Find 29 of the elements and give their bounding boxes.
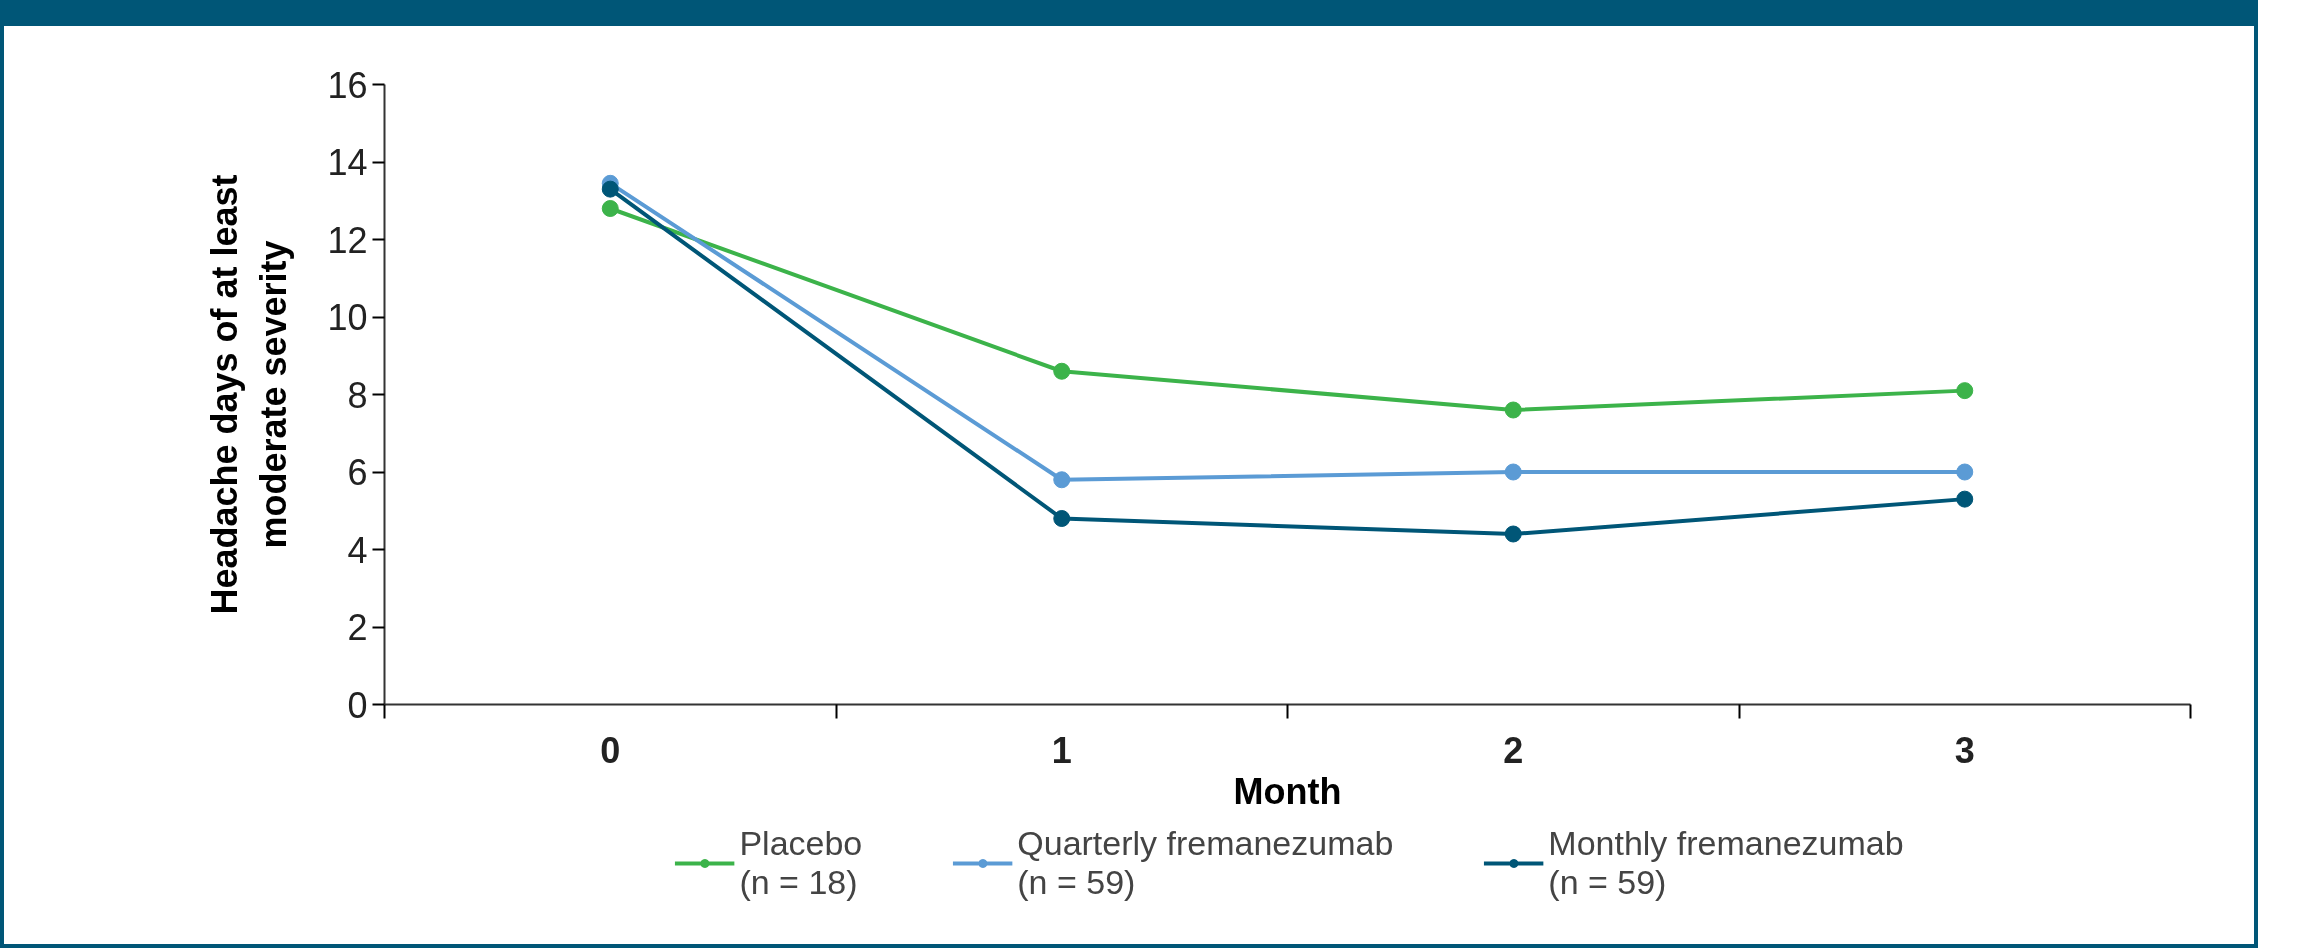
y-tick-label: 10 (327, 297, 368, 338)
x-tick-label: 0 (600, 729, 621, 771)
legend-label: Placebo (n = 18) (739, 824, 863, 902)
legend-label: Monthly fremanezumab (n = 59) (1548, 824, 1904, 902)
y-tick-label: 0 (347, 684, 368, 726)
point (1956, 463, 1974, 481)
point (601, 200, 619, 217)
point (1956, 382, 1974, 400)
y-tick-label: 4 (347, 529, 368, 571)
point (1504, 463, 1522, 481)
x-tick-label: 3 (1954, 729, 1975, 771)
y-tick-label: 12 (327, 219, 368, 261)
y-tick-label: 8 (347, 374, 368, 416)
point (1053, 510, 1071, 527)
y-tick-label: 2 (347, 607, 368, 648)
y-tick-label: 6 (347, 452, 368, 493)
point (1956, 490, 1974, 508)
legend-label: Quarterly fremanezumab (n = 59) (1017, 824, 1394, 902)
x-axis-title: Month (1233, 770, 1342, 812)
point (1053, 471, 1071, 489)
y-tick-label: 16 (327, 64, 368, 106)
y-tick-label: 14 (327, 142, 368, 183)
point (1504, 401, 1522, 419)
y-axis-title: Headache days of at least moderate severity (204, 174, 295, 615)
point (1504, 525, 1522, 543)
x-tick-label: 2 (1503, 729, 1524, 771)
point (1053, 362, 1071, 380)
x-tick-label: 1 (1051, 729, 1072, 771)
point (601, 180, 619, 198)
